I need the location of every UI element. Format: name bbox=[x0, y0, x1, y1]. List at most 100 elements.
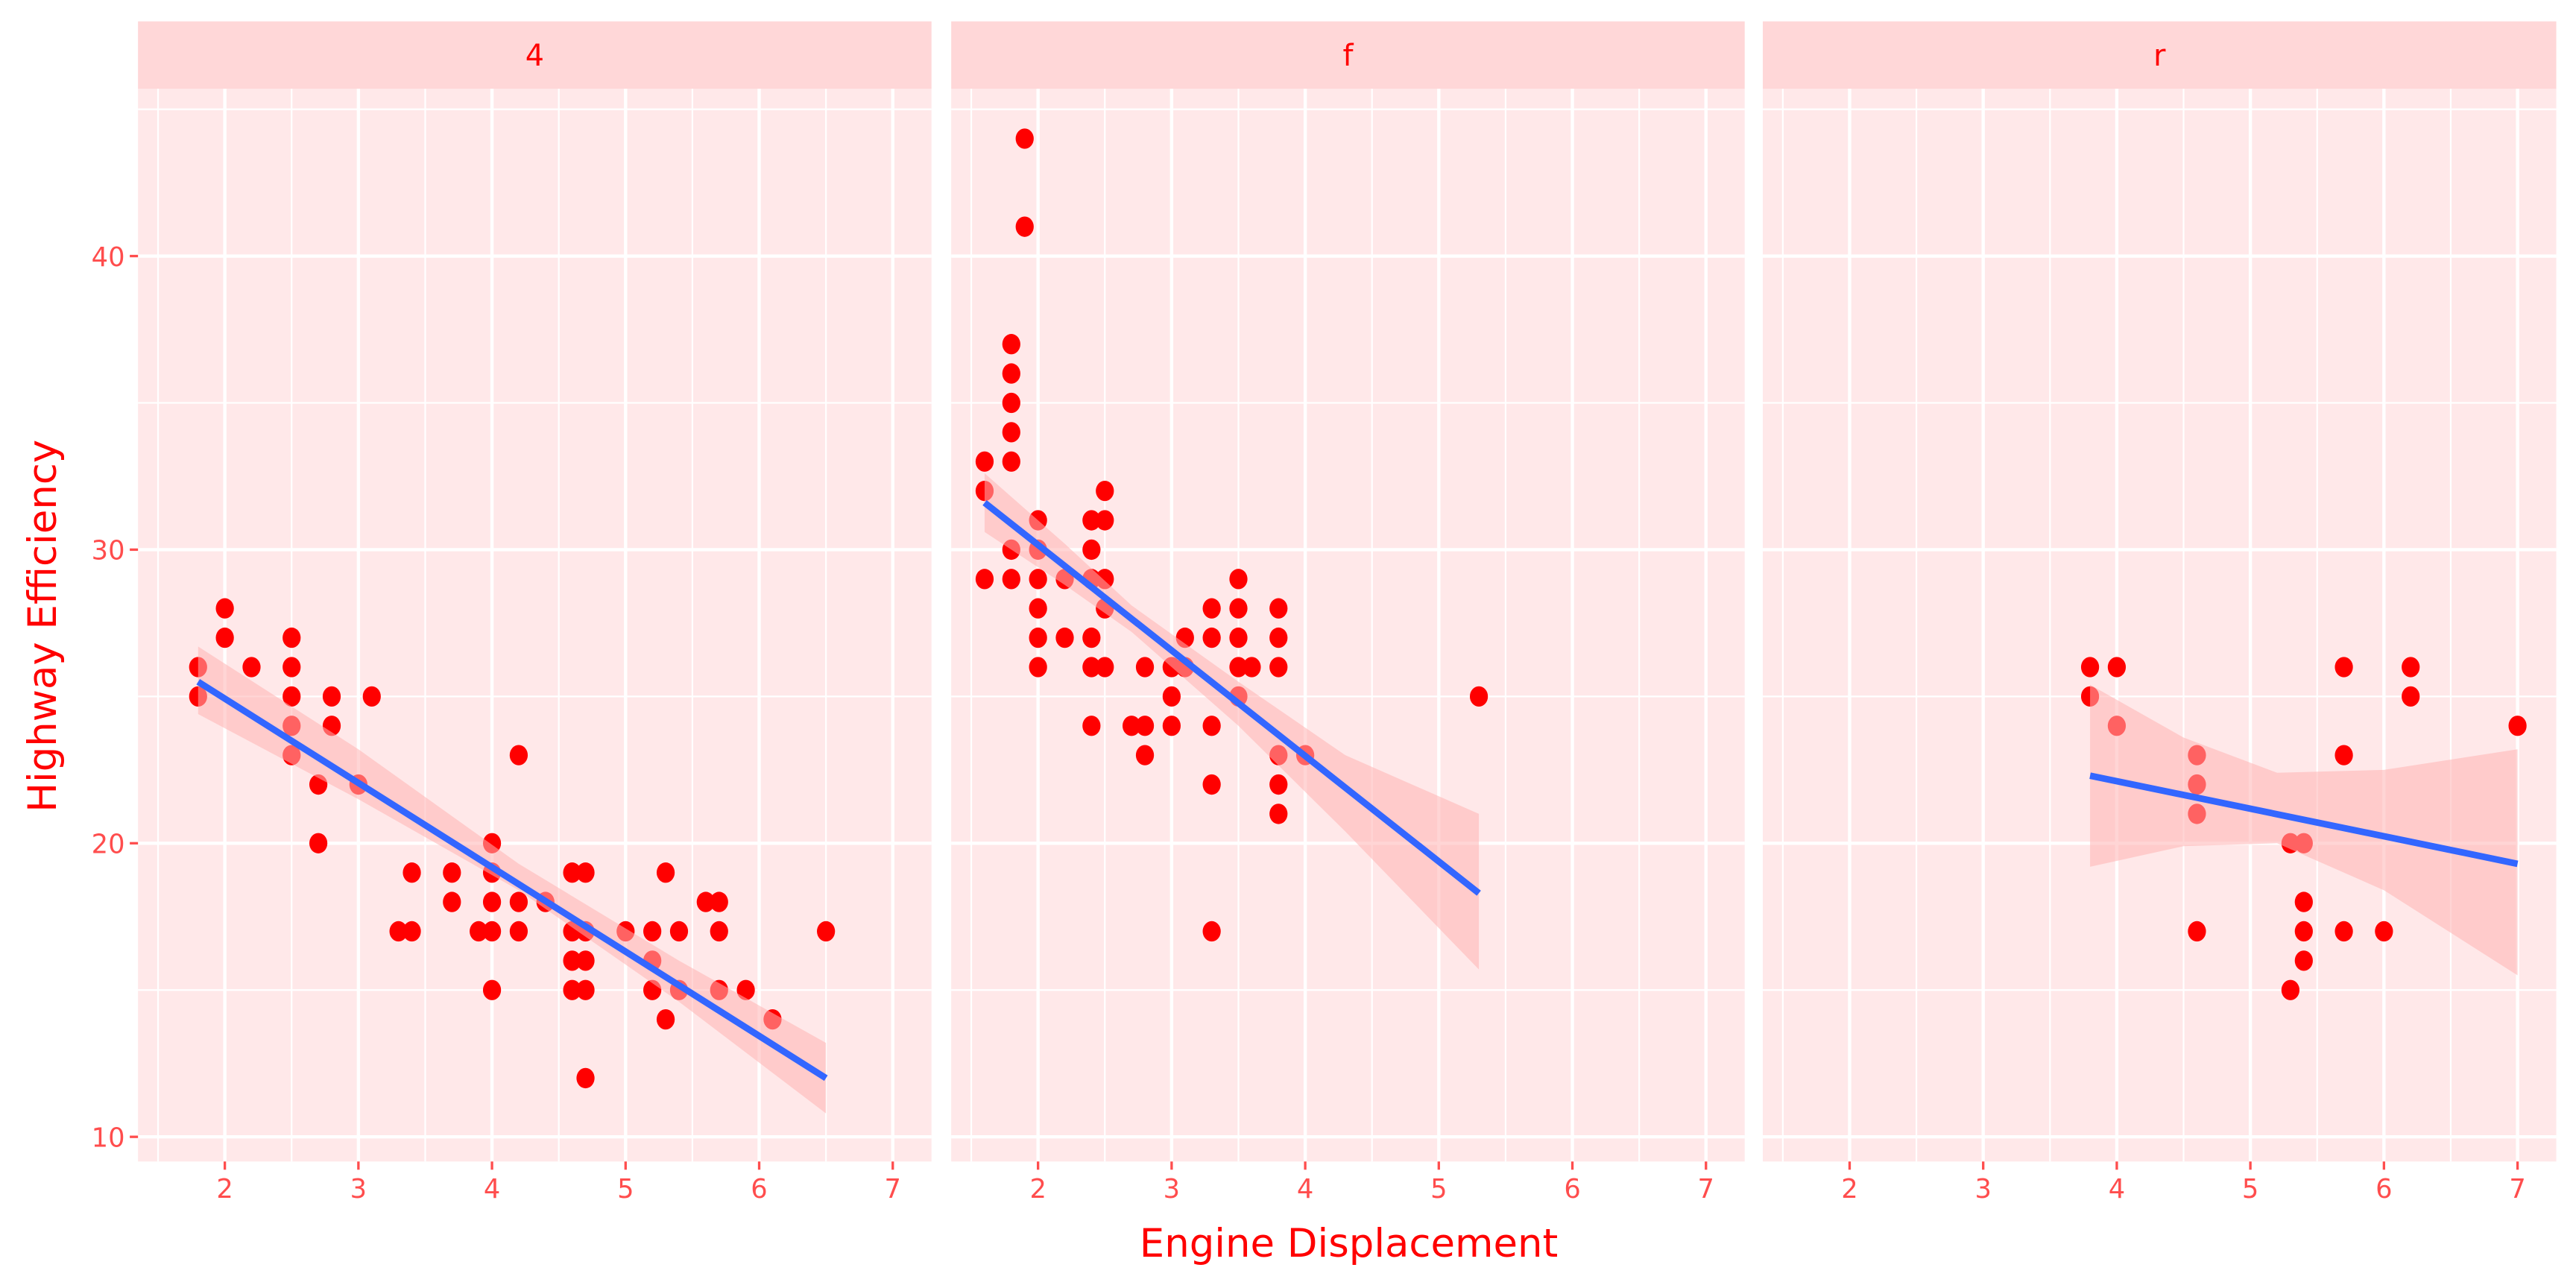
data-point bbox=[1229, 598, 1248, 619]
x-tick-label: 4 bbox=[484, 1174, 500, 1205]
y-tick-label: 30 bbox=[92, 536, 125, 566]
data-point bbox=[1096, 510, 1114, 531]
data-point bbox=[2294, 921, 2313, 942]
data-point bbox=[696, 891, 715, 912]
data-point bbox=[309, 833, 328, 853]
data-point bbox=[1002, 422, 1020, 443]
data-point bbox=[2402, 657, 2420, 678]
data-point bbox=[402, 862, 421, 883]
data-point bbox=[2107, 657, 2127, 678]
data-point bbox=[656, 1008, 675, 1030]
data-point bbox=[215, 627, 234, 648]
data-point bbox=[1029, 627, 1047, 648]
data-point bbox=[282, 627, 301, 648]
data-point bbox=[1029, 657, 1047, 678]
data-point bbox=[669, 921, 689, 942]
data-point bbox=[482, 921, 502, 942]
data-point bbox=[1162, 686, 1181, 707]
x-tick-label: 3 bbox=[1164, 1174, 1180, 1205]
data-point bbox=[509, 745, 528, 765]
data-point bbox=[1229, 569, 1248, 590]
data-point bbox=[1269, 804, 1288, 824]
data-point bbox=[656, 862, 675, 883]
x-tick-label: 5 bbox=[1430, 1174, 1447, 1205]
data-point bbox=[576, 1067, 595, 1089]
data-point bbox=[1015, 216, 1034, 237]
data-point bbox=[1229, 657, 1248, 678]
y-tick-label: 20 bbox=[92, 830, 125, 860]
data-point bbox=[322, 686, 341, 707]
facet-panel-r: r 2 3 4 5 6 7 bbox=[1762, 21, 2557, 1205]
data-point bbox=[1055, 627, 1074, 648]
data-point bbox=[402, 921, 421, 942]
data-point bbox=[1015, 128, 1034, 149]
data-point bbox=[1269, 627, 1288, 648]
data-point bbox=[2294, 950, 2313, 971]
data-point bbox=[1122, 716, 1141, 736]
y-axis-title: Highway Efficiency bbox=[20, 440, 66, 812]
data-point bbox=[710, 891, 728, 912]
data-point bbox=[362, 686, 381, 707]
data-point bbox=[1162, 716, 1181, 736]
data-point bbox=[1229, 627, 1248, 648]
x-tick-label: 6 bbox=[751, 1174, 767, 1205]
x-tick-label: 2 bbox=[1841, 1174, 1857, 1205]
data-point bbox=[710, 921, 728, 942]
data-point bbox=[443, 891, 461, 912]
facet-strip-label: f bbox=[1342, 39, 1354, 73]
data-point bbox=[509, 891, 528, 912]
panel-background bbox=[1762, 89, 2557, 1162]
data-point bbox=[1269, 598, 1288, 619]
data-point bbox=[2334, 657, 2353, 678]
data-point bbox=[470, 921, 488, 942]
data-point bbox=[563, 950, 581, 971]
facet-strip bbox=[1762, 21, 2557, 89]
data-point bbox=[2334, 921, 2353, 942]
data-point bbox=[2080, 657, 2100, 678]
data-point bbox=[975, 451, 994, 472]
x-tick-label: 5 bbox=[2242, 1174, 2258, 1205]
facet-strip-label: r bbox=[2153, 39, 2166, 73]
data-point bbox=[576, 950, 595, 971]
data-point bbox=[242, 657, 261, 678]
data-point bbox=[2508, 716, 2527, 736]
data-point bbox=[1082, 539, 1101, 561]
x-axis-title: Engine Displacement bbox=[1140, 1221, 1559, 1266]
data-point bbox=[1082, 716, 1101, 736]
facet-panels: 4 2 3 4 5 6 7 10 20 30 40 f 2 3 4 5 6 7 r 2 3 4 5 6 7 bbox=[92, 21, 2557, 1205]
x-tick-label: 6 bbox=[2375, 1174, 2392, 1205]
y-tick-label: 40 bbox=[92, 242, 125, 273]
data-point bbox=[643, 921, 662, 942]
x-tick-label: 4 bbox=[2109, 1174, 2125, 1205]
data-point bbox=[1096, 657, 1114, 678]
data-point bbox=[576, 862, 595, 883]
data-point bbox=[1243, 657, 1261, 678]
data-point bbox=[1202, 921, 1221, 942]
data-point bbox=[975, 569, 994, 590]
data-point bbox=[576, 979, 595, 1000]
data-point bbox=[1082, 510, 1101, 531]
data-point bbox=[1469, 686, 1489, 707]
data-point bbox=[1029, 598, 1047, 619]
data-point bbox=[1135, 716, 1155, 736]
data-point bbox=[1202, 774, 1221, 795]
x-tick-label: 6 bbox=[1564, 1174, 1580, 1205]
data-point bbox=[1082, 657, 1101, 678]
x-tick-label: 2 bbox=[216, 1174, 233, 1205]
data-point bbox=[1002, 363, 1020, 384]
data-point bbox=[282, 686, 301, 707]
data-point bbox=[736, 979, 755, 1000]
data-point bbox=[1135, 657, 1155, 678]
regression-line bbox=[2089, 772, 2519, 868]
data-point bbox=[1269, 774, 1288, 795]
facet-panel-4: 4 2 3 4 5 6 7 10 20 30 40 bbox=[92, 21, 932, 1205]
x-tick-label: 4 bbox=[1297, 1174, 1313, 1205]
data-point bbox=[1269, 657, 1288, 678]
data-point bbox=[1202, 598, 1221, 619]
data-point bbox=[563, 862, 581, 883]
data-point bbox=[509, 921, 528, 942]
data-point bbox=[1202, 627, 1221, 648]
data-point bbox=[1135, 745, 1155, 765]
facet-strip bbox=[138, 21, 932, 89]
